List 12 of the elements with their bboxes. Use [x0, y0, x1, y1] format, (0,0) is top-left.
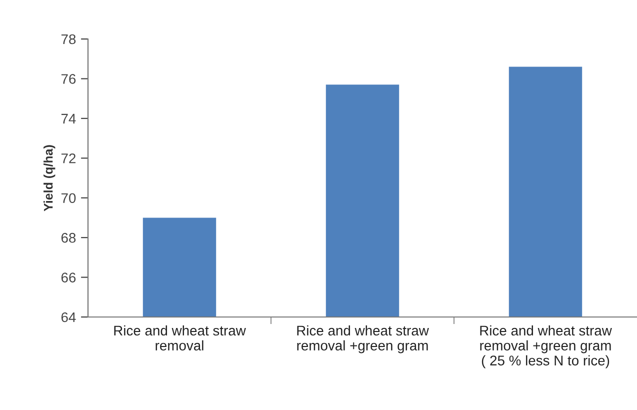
- y-tick-label: 64: [61, 312, 76, 322]
- x-tick-label: Rice and wheat straw removal: [114, 325, 246, 350]
- y-tick-label: 74: [61, 114, 76, 124]
- y-tick-label: 76: [61, 74, 76, 84]
- x-tick-label: Rice and wheat straw removal +green gram ( 25 % less N to rice): [480, 325, 612, 368]
- y-tick-label: 68: [61, 232, 76, 243]
- y-tick-label: 78: [61, 34, 76, 44]
- y-tick-label: 66: [61, 272, 76, 282]
- y-tick-label: 70: [61, 193, 76, 204]
- x-tick-label: Rice and wheat straw removal +green gram: [297, 325, 429, 354]
- y-tick-label: 72: [61, 153, 76, 164]
- y-axis-title: Yield (q/ha): [44, 145, 56, 212]
